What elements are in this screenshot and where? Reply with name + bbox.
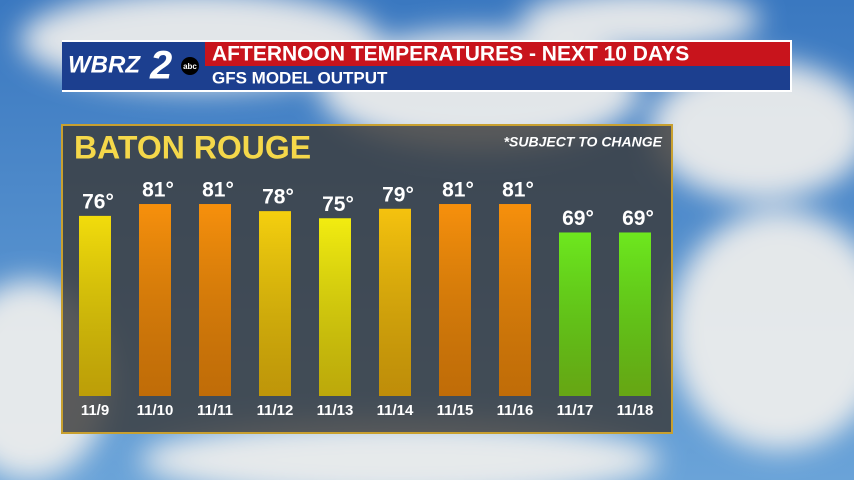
logo-network-badge bbox=[181, 57, 199, 75]
value-label: 76° bbox=[82, 190, 114, 213]
x-tick-label: 11/18 bbox=[617, 402, 654, 419]
bar-shade bbox=[259, 211, 291, 396]
bars: 76° 11/9 81° 11/10 81° 11/11 78° 11/12 75° 11/13 7… bbox=[79, 179, 654, 419]
x-tick-label: 11/13 bbox=[317, 402, 354, 419]
bar-shade bbox=[79, 215, 111, 396]
bar-shade bbox=[319, 218, 351, 396]
bar-shade bbox=[439, 204, 471, 396]
location: BATON ROUGE bbox=[74, 129, 311, 165]
chart-subtitle: GFS MODEL OUTPUT bbox=[212, 68, 388, 87]
x-tick-label: 11/15 bbox=[437, 402, 474, 419]
subtitle-strip bbox=[205, 66, 790, 90]
value-label: 69° bbox=[622, 207, 654, 230]
bar-shade bbox=[499, 204, 531, 396]
bar-shade bbox=[199, 204, 231, 396]
value-label: 81° bbox=[442, 179, 474, 202]
logo-network: abc bbox=[183, 62, 197, 71]
x-tick-label: 11/16 bbox=[497, 402, 534, 419]
note: *SUBJECT TO CHANGE bbox=[504, 134, 663, 150]
x-tick-label: 11/12 bbox=[257, 402, 294, 419]
value-label: 78° bbox=[262, 186, 294, 209]
bar-shade bbox=[379, 208, 411, 396]
logo-channel: 2 bbox=[149, 44, 172, 88]
chart-title: AFTERNOON TEMPERATURES - NEXT 10 DAYS bbox=[212, 43, 689, 66]
logo-station: WBRZ bbox=[68, 51, 141, 78]
value-label: 69° bbox=[562, 207, 594, 230]
title-strip bbox=[205, 42, 790, 66]
x-tick-label: 11/10 bbox=[137, 402, 174, 419]
bar-shade bbox=[559, 232, 591, 396]
value-label: 79° bbox=[382, 183, 414, 206]
x-tick-label: 11/17 bbox=[557, 402, 594, 419]
x-tick-label: 11/11 bbox=[197, 402, 233, 419]
value-label: 81° bbox=[502, 179, 534, 202]
value-label: 81° bbox=[142, 179, 174, 202]
bar-shade bbox=[139, 204, 171, 396]
x-tick-label: 11/14 bbox=[377, 402, 414, 419]
value-label: 81° bbox=[202, 179, 234, 202]
x-tick-label: 11/9 bbox=[81, 402, 109, 419]
bar-shade bbox=[619, 232, 651, 396]
value-label: 75° bbox=[322, 193, 354, 216]
